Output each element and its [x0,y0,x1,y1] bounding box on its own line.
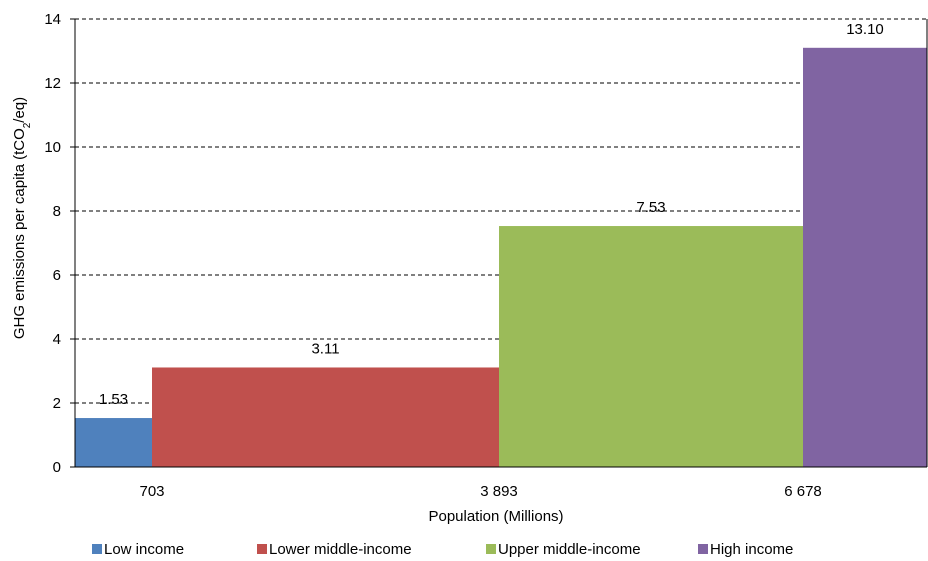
data-label: 7.53 [636,199,665,216]
legend-label: Low income [104,541,184,558]
bar-high-income [803,47,927,468]
axes [74,19,928,468]
legend: Low income Lower middle-income Upper middl… [92,541,793,558]
y-tick-label: 2 [53,395,61,412]
y-tick-label: 8 [53,203,61,220]
data-labels: 1.53 3.11 7.53 13.10 [99,21,884,408]
x-tick-label: 6 678 [784,483,822,500]
x-tick-labels: 703 3 893 6 678 [139,483,821,500]
legend-swatch [698,544,708,554]
y-axis-title-subscript: 2 [22,122,33,128]
y-axis-title: GHG emissions per capita (tCO2/eq) [11,97,33,339]
y-tick-label: 14 [44,11,61,28]
legend-label: High income [710,541,793,558]
legend-swatch [486,544,496,554]
bars [75,47,927,468]
x-axis-title: Population (Millions) [428,508,563,525]
y-tick-label: 10 [44,139,61,156]
bar-low-income [75,418,152,467]
y-tick-label: 4 [53,331,61,348]
bar-lower-middle-income [152,367,499,467]
y-tick-label: 6 [53,267,61,284]
y-tick-labels: 0 2 4 6 8 10 12 14 [44,11,61,476]
x-tick-label: 3 893 [480,483,518,500]
y-tick-label: 0 [53,459,61,476]
y-axis-title-part-2: /eq) [11,97,28,123]
legend-swatch [92,544,102,554]
y-tick-label: 12 [44,75,61,92]
legend-label: Upper middle-income [498,541,641,558]
data-label: 13.10 [846,21,884,38]
x-tick-label: 703 [139,483,164,500]
y-axis-title-part-1: GHG emissions per capita (tCO [11,128,28,339]
legend-swatch [257,544,267,554]
legend-label: Lower middle-income [269,541,412,558]
data-label: 3.11 [311,340,339,357]
data-label: 1.53 [99,391,128,408]
bar-upper-middle-income [499,226,803,467]
